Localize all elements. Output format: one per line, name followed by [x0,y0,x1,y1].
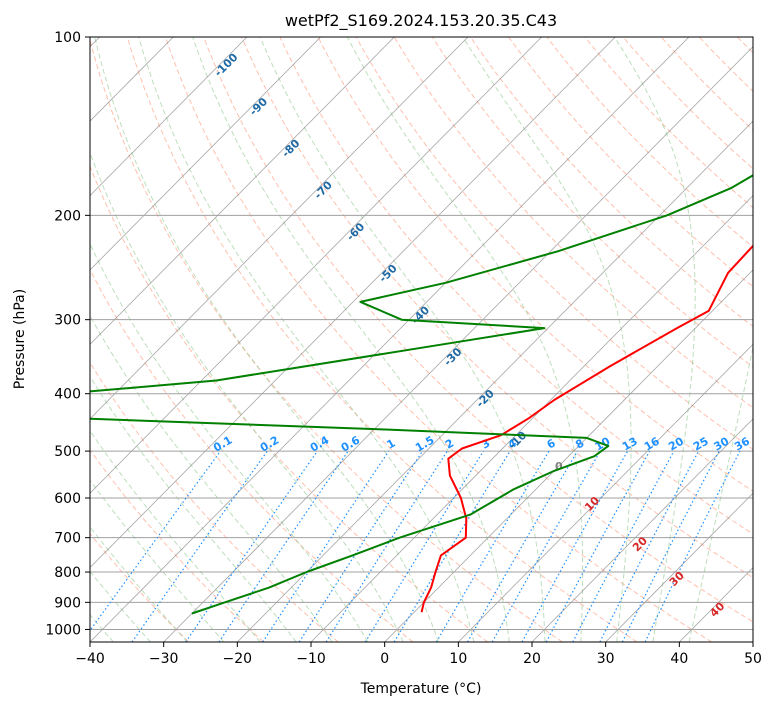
isotherm [0,37,394,642]
mixing-ratio-label: 2 [443,437,456,452]
x-tick-label: −10 [296,651,326,667]
y-axis: 100 200 300 400 500 600 700 800 900 1000 [45,30,90,638]
dry-adiabat-label: 10 [582,494,602,514]
mixing-ratio-line [573,451,674,642]
moist-adiabat [0,37,224,642]
moist-adiabat [0,37,296,642]
isotherm-label: -50 [376,262,399,285]
dry-adiabat [280,37,775,642]
isotherm [532,37,775,642]
y-tick-label: 100 [54,30,81,46]
dry-adiabat [51,37,488,642]
moist-adiabat [463,37,631,642]
isotherm-label: -100 [212,50,241,79]
dry-adiabat [13,37,413,642]
mixing-ratio-label: 6 [545,436,558,451]
isotherm [311,37,775,642]
dry-adiabat [661,37,775,642]
isotherm [0,37,468,642]
isotherm [0,37,542,642]
y-axis-label: Pressure (hPa) [12,289,28,389]
dry-adiabat-label: 20 [630,534,650,554]
mixing-ratio-line [326,451,447,642]
moist-adiabat [0,37,332,642]
isotherm [0,37,247,642]
isotherm [16,37,615,642]
chart-title: wetPf2_S169.2024.153.20.35.C43 [285,11,557,31]
isotherm-label: -30 [441,345,464,368]
dry-adiabat [0,37,263,642]
mixing-ratio-line [186,451,318,642]
mixing-ratio-line [219,451,348,642]
y-tick-label: 900 [54,595,81,611]
y-tick-label: 500 [54,444,81,460]
moist-adiabat [26,37,367,642]
mixing-ratio-line [522,451,628,642]
isotherm-label: -90 [247,95,270,118]
y-tick-label: 700 [54,531,81,547]
dry-adiabat [623,37,775,642]
x-tick-label: 10 [449,651,467,667]
x-axis: −40 −30 −20 −10 0 10 20 30 40 50 [75,642,762,667]
isotherm-label: -60 [344,220,367,243]
y-tick-label: 1000 [45,622,81,638]
dry-adiabat [0,37,338,642]
dry-adiabat [127,37,637,642]
isotherm [164,37,763,642]
x-tick-label: 0 [380,651,389,667]
x-tick-label: 50 [744,651,762,667]
isotherm [753,37,775,642]
dry-adiabat [432,37,775,642]
y-tick-label: 600 [54,491,81,507]
dry-adiabat [699,37,775,642]
mixing-ratio-line [263,451,389,642]
x-tick-label: −20 [223,651,253,667]
moist-adiabat [193,37,510,642]
mixing-ratio-line [492,451,600,642]
x-tick-label: 20 [523,651,541,667]
isotherm [0,37,321,642]
moist-adiabat [615,37,696,642]
isotherm-label: -80 [279,137,302,160]
mixing-ratio-line [600,451,699,642]
y-tick-label: 200 [54,208,81,224]
x-tick-label: 40 [670,651,688,667]
moist-adiabat [689,37,775,642]
dry-adiabat [547,37,775,642]
moist-adiabat [0,37,187,642]
plot-frame [90,37,753,642]
isotherm [90,37,689,642]
x-tick-label: 30 [597,651,615,667]
dry-adiabat [737,37,775,642]
x-tick-label: −30 [149,651,179,667]
y-tick-label: 400 [54,387,81,403]
y-tick-label: 800 [54,565,81,581]
moist-adiabat [347,37,582,642]
moist-adiabat [95,37,439,642]
dry-adiabat [356,37,775,642]
x-tick-label: −40 [75,651,105,667]
isotherm [606,37,775,642]
dry-adiabat [318,37,775,642]
dry-adiabat [166,37,712,642]
mixing-ratio-label: 1 [384,437,397,452]
dry-adiabat [471,37,775,642]
y-tick-label: 300 [54,313,81,329]
moist-adiabat [260,37,545,642]
skew-t-chart: wetPf2_S169.2024.153.20.35.C43 0.1 0.2 0.4… [0,0,775,708]
isotherm [458,37,775,642]
x-axis-label: Temperature (°C) [360,681,482,697]
